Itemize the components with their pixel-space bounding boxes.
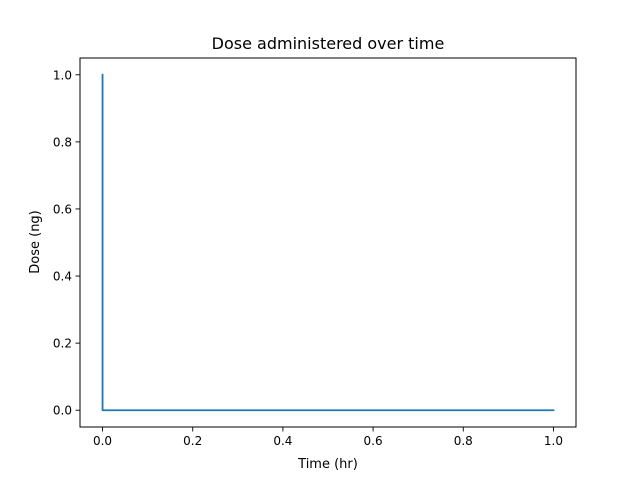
x-tick-label: 0.0 xyxy=(93,434,112,448)
series-line-0 xyxy=(101,73,555,412)
y-tick-label: 0.4 xyxy=(53,270,72,284)
y-tick-label: 0.0 xyxy=(53,404,72,418)
x-tick-label: 0.4 xyxy=(273,434,292,448)
x-axis-label: Time (hr) xyxy=(297,457,358,472)
y-tick-label: 1.0 xyxy=(53,68,72,82)
y-tick-label: 0.2 xyxy=(53,337,72,351)
x-tick-label: 0.8 xyxy=(454,434,473,448)
y-tick-label: 0.8 xyxy=(53,135,72,149)
x-tick-label: 0.6 xyxy=(364,434,383,448)
axes-frame xyxy=(79,57,577,428)
y-axis-label: Dose (ng) xyxy=(28,210,43,274)
x-tick-label: 1.0 xyxy=(544,434,563,448)
chart-title: Dose administered over time xyxy=(212,34,445,53)
plot-area: 0.0 0.2 0.4 0.6 0.8 1.0 0.0 0.2 0.4 0.6 0.8 1.0 xyxy=(53,57,577,448)
y-tick-label: 0.6 xyxy=(53,202,72,216)
x-tick-label: 0.2 xyxy=(183,434,202,448)
